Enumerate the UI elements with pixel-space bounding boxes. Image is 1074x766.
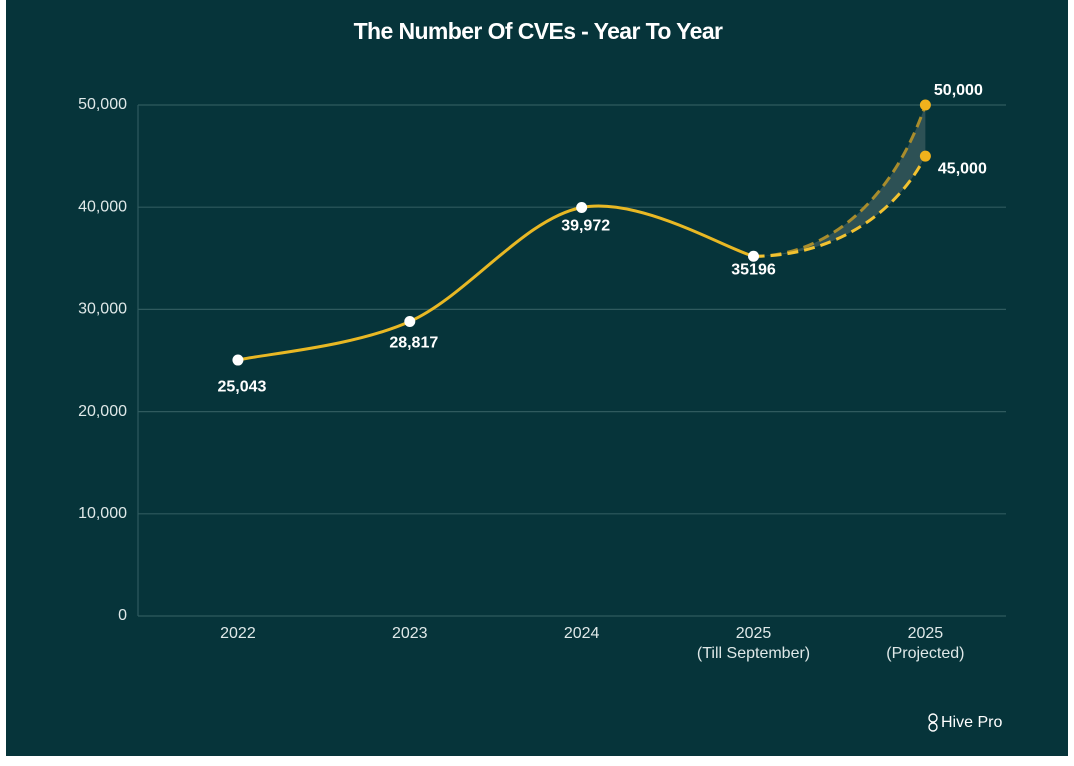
data-point [232, 354, 244, 366]
y-tick-label: 30,000 [78, 301, 127, 318]
x-tick-label: 2022 [220, 625, 256, 642]
projection-band [753, 105, 926, 257]
y-tick-label: 10,000 [78, 505, 127, 522]
projection-line [753, 155, 927, 258]
data-label: 25,043 [217, 378, 266, 395]
projection-line [753, 104, 927, 258]
x-tick-label: 2024 [564, 625, 600, 642]
brand-logo: Hive Pro [928, 713, 1002, 732]
y-tick-label: 20,000 [78, 403, 127, 420]
brand-text: Hive Pro [941, 714, 1002, 731]
data-point [748, 250, 760, 262]
chart-title: The Number Of CVEs - Year To Year [354, 18, 723, 44]
logo-icon [928, 722, 938, 732]
x-tick-label: 2025 [736, 625, 772, 642]
data-point [404, 315, 416, 327]
logo-icon [928, 713, 938, 723]
y-tick-label: 50,000 [78, 96, 127, 113]
data-label: 39,972 [561, 218, 610, 235]
data-label: 28,817 [389, 335, 438, 352]
data-point [919, 150, 931, 162]
data-point [919, 99, 931, 111]
data-label: 45,000 [938, 160, 987, 177]
x-tick-label: 2023 [392, 625, 428, 642]
x-tick-label: (Projected) [886, 645, 964, 662]
series-line [237, 204, 754, 362]
x-tick-label: 2025 [908, 625, 944, 642]
data-point [576, 201, 588, 213]
chart-background [6, 0, 1068, 756]
y-tick-label: 0 [118, 607, 127, 624]
data-label: 50,000 [934, 82, 983, 99]
y-tick-label: 40,000 [78, 198, 127, 215]
x-tick-label: (Till September) [697, 645, 810, 662]
data-label: 35196 [731, 262, 776, 279]
